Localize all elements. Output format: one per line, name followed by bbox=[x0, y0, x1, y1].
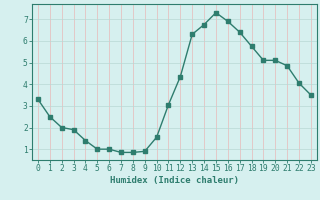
X-axis label: Humidex (Indice chaleur): Humidex (Indice chaleur) bbox=[110, 176, 239, 185]
